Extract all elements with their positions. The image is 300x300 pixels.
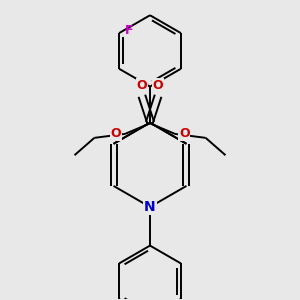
Text: O: O [110, 128, 121, 140]
Text: O: O [136, 79, 147, 92]
Text: O: O [179, 128, 190, 140]
Text: F: F [125, 24, 134, 37]
Text: O: O [153, 79, 164, 92]
Text: N: N [144, 200, 156, 214]
